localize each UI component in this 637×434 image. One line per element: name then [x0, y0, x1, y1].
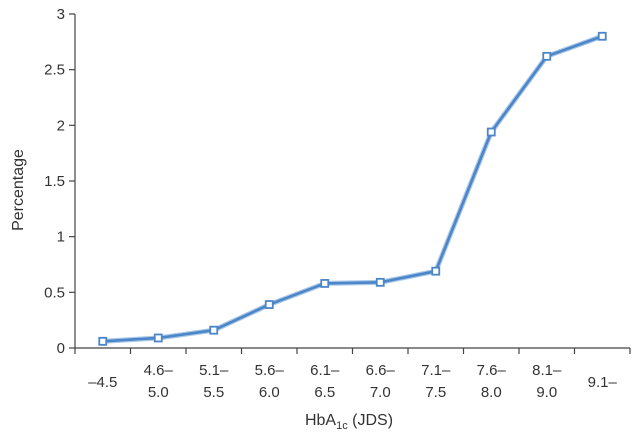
x-tick-label-line: 8.0: [481, 384, 502, 401]
x-axis-title-sub: 1c: [336, 420, 348, 432]
series-line: [102, 35, 603, 343]
series-layer: [98, 31, 607, 346]
y-tick-label: 1.5: [44, 173, 65, 190]
y-tick-label: 3: [57, 6, 65, 23]
x-tick-label-line: 6.6–: [366, 362, 396, 379]
y-tick-label: 1: [57, 229, 65, 246]
x-tick-label-line: 5.6–: [255, 362, 285, 379]
x-tick-label-line: 5.1–: [199, 362, 229, 379]
x-tick-label-line: 7.1–: [421, 362, 451, 379]
data-point-marker: [320, 279, 330, 288]
y-tick-label: 2.5: [44, 62, 65, 79]
data-point-marker: [375, 277, 385, 287]
x-tick-label: 5.6– 6.0: [255, 362, 285, 401]
data-point-marker: [542, 51, 552, 61]
x-tick-label-line: 7.6–: [477, 362, 507, 379]
data-point-marker: [486, 127, 496, 137]
x-tick-label-line: 6.0: [259, 384, 280, 401]
x-axis-title-suffix: (JDS): [348, 412, 393, 429]
x-tick-label-line: 6.5: [314, 384, 335, 401]
y-axis-title: Percentage: [10, 149, 27, 231]
x-tick-label: 7.1– 7.5: [421, 362, 451, 401]
x-tick-label-line: –4.5: [88, 374, 117, 391]
y-tick-label: 0: [57, 340, 65, 357]
y-tick-label: 2: [57, 117, 65, 134]
y-tick-label: 0.5: [44, 284, 65, 301]
x-tick-label-line: 5.5: [203, 384, 224, 401]
x-tick-label-line: 6.1–: [310, 362, 340, 379]
data-point-marker: [153, 333, 163, 343]
x-tick-label-line: 8.1–: [532, 362, 562, 379]
data-point-marker: [209, 325, 219, 335]
x-tick-label: 6.6– 7.0: [366, 362, 396, 401]
x-tick-label-line: 5.0: [148, 384, 169, 401]
x-tick-label-line: 9.0: [536, 384, 557, 401]
x-tick-label-line: 4.6–: [144, 362, 174, 379]
x-tick-label: –4.5: [88, 374, 117, 391]
x-axis-title: HbA1c (JDS): [305, 412, 393, 432]
x-tick-label: 6.1– 6.5: [310, 362, 340, 401]
x-tick-label-line: 9.1–: [588, 374, 618, 391]
x-tick-label: 8.1– 9.0: [532, 362, 562, 401]
y-axis-ticks: 0 0.5 1 1.5 2 2.5 3: [44, 6, 75, 357]
data-point-marker: [431, 266, 441, 276]
x-tick-label: 4.6– 5.0: [144, 362, 174, 401]
x-tick-label-line: 7.5: [425, 384, 446, 401]
x-axis-title-main: HbA: [305, 412, 336, 429]
x-tick-label: 9.1–: [588, 374, 618, 391]
x-axis-ticks: –4.5 4.6– 5.0 5.1– 5.5 5.6– 6.0 6.1– 6.5 6.6– 7.0 7…: [74, 348, 631, 401]
x-tick-label: 5.1– 5.5: [199, 362, 229, 401]
x-tick-label-line: 7.0: [370, 384, 391, 401]
x-tick-label: 7.6– 8.0: [477, 362, 507, 401]
data-point-marker: [98, 336, 108, 346]
data-point-marker: [264, 300, 274, 309]
data-point-marker: [597, 31, 607, 41]
